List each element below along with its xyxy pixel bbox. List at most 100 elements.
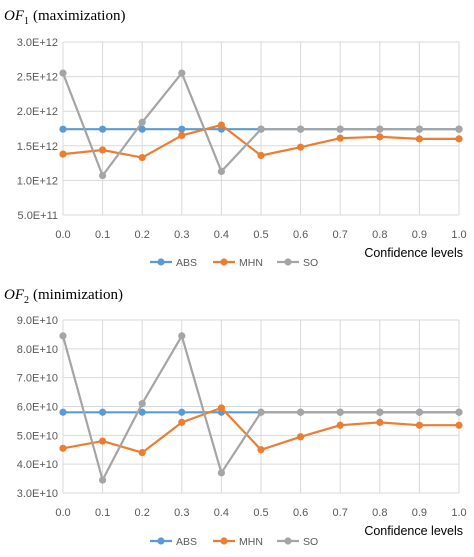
legend-label: ABS	[176, 536, 197, 548]
data-point	[257, 125, 265, 133]
x-tick-label: 0.5	[253, 229, 268, 241]
data-point	[178, 332, 186, 340]
data-point	[376, 125, 384, 133]
title-text: (maximization)	[33, 8, 125, 24]
y-tick-label: 6.0E+10	[17, 402, 58, 414]
data-point	[138, 118, 146, 126]
data-point	[138, 408, 146, 416]
y-tick-label: 1.0E+12	[17, 175, 58, 187]
legend-label: MHN	[239, 257, 263, 269]
x-tick-label: 0.1	[95, 507, 110, 519]
title-variable: OF	[4, 287, 25, 303]
legend-label: SO	[303, 536, 318, 548]
legend-label: SO	[303, 257, 318, 269]
legend: ABS MHN SO	[150, 536, 318, 548]
data-point	[257, 151, 265, 160]
data-point	[336, 125, 344, 133]
x-tick-label: 0.7	[333, 229, 348, 241]
x-tick-label: 0.1	[95, 229, 110, 241]
data-point	[99, 476, 107, 484]
chart-title: OF2 (minimization)	[4, 287, 123, 306]
x-tick-label: 0.2	[135, 507, 150, 519]
x-tick-label: 0.4	[214, 507, 229, 519]
data-point	[455, 125, 463, 133]
data-point	[59, 125, 67, 133]
data-point	[415, 421, 423, 429]
x-axis-title: Confidence levels	[364, 524, 463, 538]
x-tick-label: 0.0	[55, 229, 70, 241]
data-point	[99, 408, 107, 416]
data-point	[59, 332, 67, 340]
data-point	[297, 143, 305, 151]
data-point	[59, 150, 67, 158]
data-point	[257, 408, 265, 416]
data-point	[178, 408, 186, 416]
legend-marker	[157, 258, 165, 266]
data-point	[138, 153, 146, 162]
data-point	[99, 146, 107, 154]
data-point	[455, 135, 463, 143]
chart-1: OF1 (maximization) 5.0E+11 1.0E+12 1.5E+12 2.…	[4, 8, 467, 269]
data-point	[217, 167, 225, 176]
x-tick-label: 0.6	[293, 229, 308, 241]
legend-marker	[284, 537, 292, 545]
x-tick-label: 0.4	[214, 229, 229, 241]
data-point	[99, 437, 107, 445]
x-axis-title: Confidence levels	[364, 246, 463, 260]
data-point	[336, 421, 344, 429]
title-subscript: 2	[24, 295, 29, 306]
data-point	[59, 408, 67, 416]
data-point	[178, 125, 186, 133]
x-tick-label: 0.9	[412, 507, 427, 519]
y-tick-label: 5.0E+11	[18, 210, 58, 222]
data-point	[297, 408, 305, 416]
data-point	[138, 449, 146, 457]
data-point	[257, 446, 265, 454]
legend: ABS MHN SO	[150, 257, 318, 269]
data-point	[336, 134, 344, 142]
legend-marker	[284, 258, 292, 266]
legend-marker	[157, 537, 165, 545]
data-point	[455, 408, 463, 416]
legend-marker	[220, 258, 228, 266]
y-tick-label: 7.0E+10	[17, 373, 58, 385]
x-tick-label: 0.5	[253, 507, 268, 519]
y-tick-label: 2.5E+12	[17, 72, 58, 84]
x-tick-label: 1.0	[451, 507, 466, 519]
y-tick-label: 1.5E+12	[17, 141, 58, 153]
y-tick-label: 8.0E+10	[17, 344, 58, 356]
data-point	[376, 418, 384, 426]
x-tick-label: 0.9	[412, 229, 427, 241]
data-point	[59, 69, 67, 77]
data-point	[217, 469, 225, 477]
y-tick-label: 3.0E+10	[17, 488, 58, 500]
x-tick-label: 0.6	[293, 507, 308, 519]
legend-label: MHN	[239, 536, 263, 548]
data-point	[138, 125, 146, 133]
y-tick-label: 3.0E+12	[17, 37, 58, 49]
x-tick-label: 0.8	[372, 507, 387, 519]
data-point	[415, 408, 423, 416]
data-point	[297, 125, 305, 133]
data-point	[99, 171, 107, 180]
legend-label: ABS	[176, 257, 197, 269]
x-tick-label: 0.3	[174, 229, 189, 241]
series-so	[59, 69, 463, 180]
data-point	[415, 125, 423, 133]
data-point	[178, 131, 186, 140]
data-point	[217, 404, 225, 412]
data-point	[178, 418, 186, 426]
title-subscript: 1	[24, 16, 29, 27]
series-mhn	[59, 121, 463, 162]
chart-2: OF2 (minimization) 3.0E+10 4.0E+10 5.0E+10 6.…	[4, 287, 467, 548]
x-tick-label: 0.3	[174, 507, 189, 519]
x-tick-label: 0.8	[372, 229, 387, 241]
title-text: (minimization)	[33, 287, 123, 303]
data-point	[138, 400, 146, 408]
chart-title: OF1 (maximization)	[4, 8, 125, 27]
data-point	[59, 444, 67, 452]
x-tick-label: 1.0	[451, 229, 466, 241]
y-tick-label: 5.0E+10	[17, 430, 58, 442]
x-tick-label: 0.7	[333, 507, 348, 519]
